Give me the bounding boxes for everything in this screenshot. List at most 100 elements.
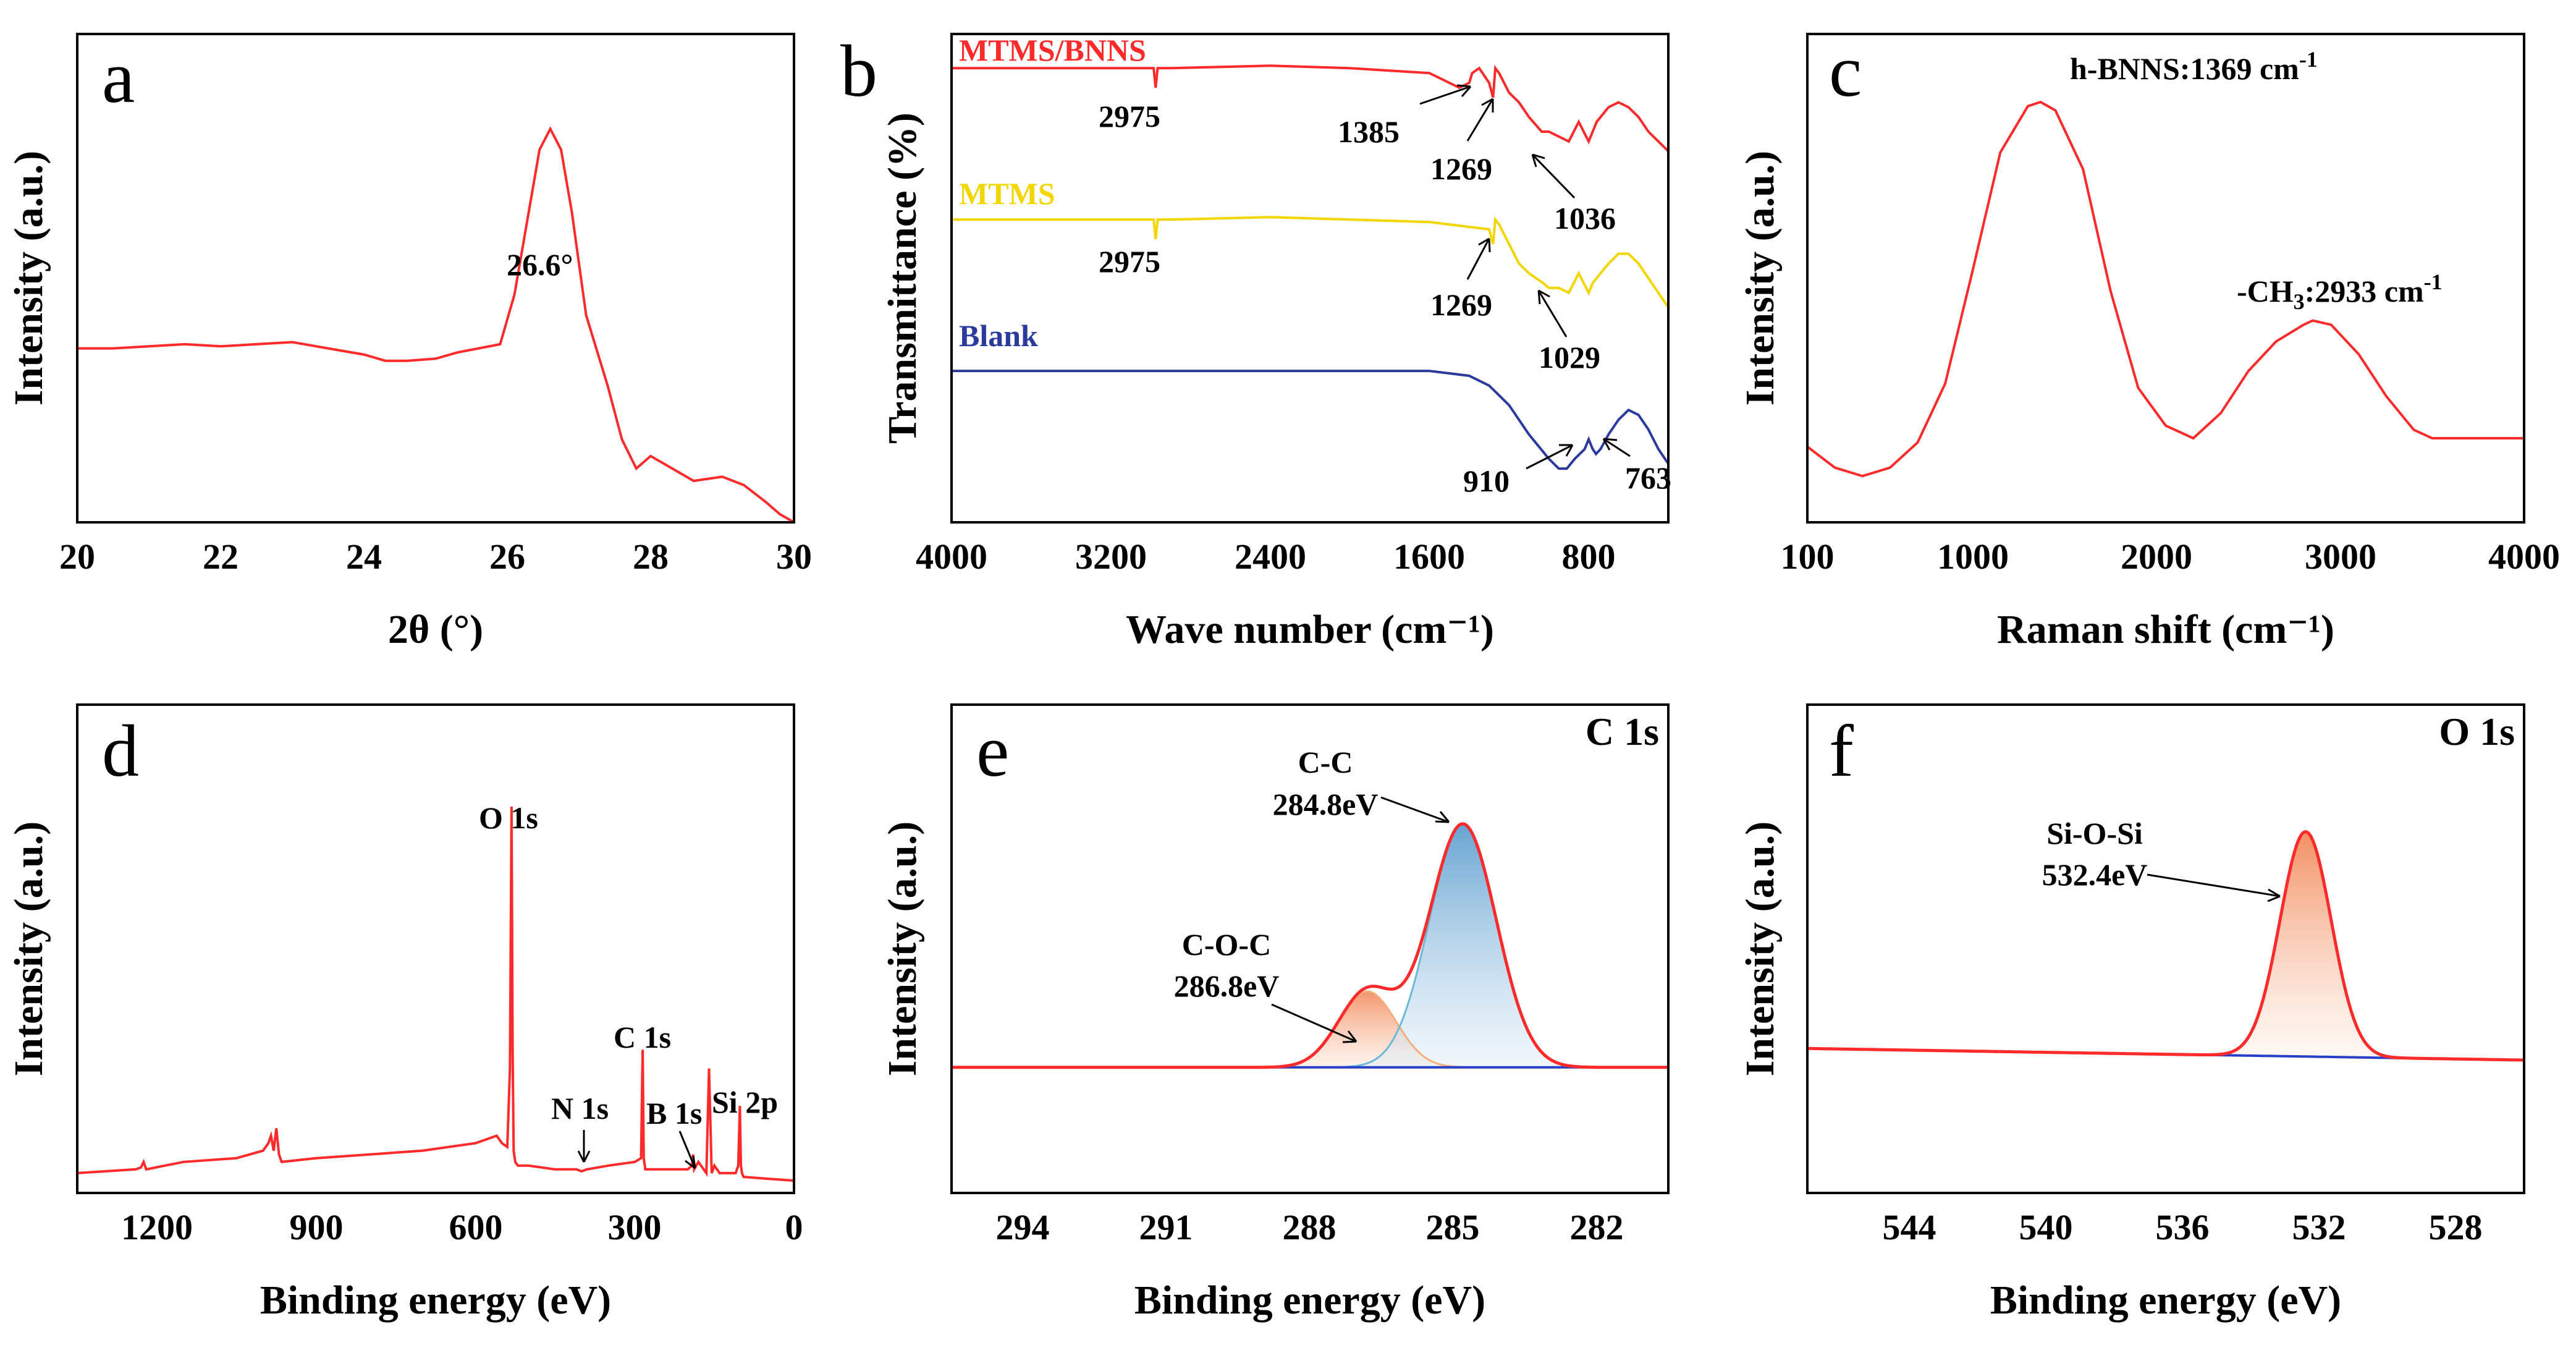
- y-axis-label-d: Intensity (a.u.): [6, 821, 51, 1077]
- peak-component-c-c: [952, 823, 1668, 1069]
- tick-label: 4000: [2488, 537, 2560, 577]
- x-axis-label-e: Binding energy (eV): [1134, 1278, 1485, 1323]
- arrow: [678, 1131, 696, 1169]
- tick-label: 4000: [916, 537, 987, 577]
- tick-label: 536: [2156, 1207, 2210, 1247]
- tick-label: 282: [1570, 1207, 1624, 1247]
- annotation-arrows-f: [2147, 873, 2281, 902]
- arrow: [1419, 84, 1472, 105]
- panel-b: b 4000 3200 2400 1600 800 Wave number (c…: [840, 30, 1671, 652]
- tick-label: 1600: [1393, 537, 1465, 577]
- ann-c-o-c-ev: 286.8eV: [1174, 969, 1280, 1003]
- x-ticks-d: 1200 900 600 300 0: [121, 1207, 803, 1247]
- panel-label-b: b: [840, 30, 877, 112]
- tick-label: 1000: [1937, 537, 2009, 577]
- ann-ch3: -CH3:2933 cm-1: [2237, 269, 2443, 314]
- ann-o1s: O 1s: [479, 800, 538, 835]
- tick-label: 1200: [121, 1207, 193, 1247]
- line-survey: [77, 806, 795, 1182]
- plot-frame-b: [950, 33, 1670, 524]
- panel-label-c: c: [1829, 30, 1862, 112]
- x-ticks-a: 20 22 24 26 28 30: [59, 537, 812, 577]
- legend-blank: Blank: [959, 318, 1038, 353]
- arrow: [1380, 796, 1450, 823]
- panel-c: c 100 1000 2000 3000 4000 Raman shift (c…: [1738, 30, 2560, 652]
- peak-fill-c-c: [1329, 824, 1597, 1067]
- ann-910: 910: [1463, 464, 1510, 498]
- plot-frame-e: [950, 703, 1670, 1194]
- envelope-c1s: [952, 822, 1668, 1069]
- tick-label: 2000: [2121, 537, 2192, 577]
- x-axis-label-f: Binding energy (eV): [1990, 1278, 2341, 1323]
- panel-label-d: d: [102, 710, 139, 792]
- legend-mtms-bnns: MTMS/BNNS: [959, 33, 1146, 67]
- annotation-arrows-d: [577, 1130, 696, 1169]
- line-xrd: [77, 126, 795, 524]
- panel-e: e 294 291 288 285 282 Binding energy (eV…: [880, 703, 1670, 1323]
- series-mtms-bnns: [952, 64, 1670, 153]
- x-axis-label-a: 2θ (°): [388, 607, 483, 652]
- peak-label-26-6: 26.6°: [507, 247, 573, 282]
- tick-label: 285: [1426, 1207, 1480, 1247]
- ann-si2p: Si 2p: [712, 1085, 778, 1119]
- tick-label: 540: [2019, 1207, 2073, 1247]
- x-axis-label-c: Raman shift (cm⁻¹): [1997, 607, 2334, 652]
- series-raman: [1806, 100, 2524, 478]
- x-ticks-e: 294 291 288 285 282: [996, 1207, 1624, 1247]
- legend-mtms: MTMS: [959, 176, 1055, 211]
- annotation-arrows-b: [1419, 84, 1631, 470]
- ann-1385: 1385: [1338, 114, 1400, 149]
- tick-label: 300: [608, 1207, 662, 1247]
- panel-d: d 1200 900 600 300 0 Binding energy (eV)…: [6, 703, 803, 1323]
- tick-label: 20: [59, 537, 95, 577]
- tick-label: 544: [1883, 1207, 1936, 1247]
- tick-label: 24: [346, 537, 382, 577]
- tick-label: 22: [203, 537, 239, 577]
- y-axis-label-f: Intensity (a.u.): [1738, 821, 1783, 1077]
- y-axis-label-b: Transmittance (%): [880, 112, 925, 444]
- ann-n1s: N 1s: [551, 1091, 609, 1126]
- arrow: [1466, 237, 1491, 280]
- ann-h-bnns: h-BNNS:1369 cm-1: [2070, 47, 2318, 86]
- tick-label: 3200: [1075, 537, 1147, 577]
- tick-label: 532: [2292, 1207, 2346, 1247]
- y-axis-label-a: Intensity (a.u.): [6, 151, 51, 406]
- arrow: [1602, 438, 1631, 457]
- arrow: [1537, 289, 1568, 337]
- plot-frame-d: [76, 703, 795, 1194]
- y-axis-label-c: Intensity (a.u.): [1738, 151, 1783, 406]
- ann-c-c-ev: 284.8eV: [1273, 787, 1379, 821]
- tick-label: 100: [1781, 537, 1835, 577]
- tick-label: 288: [1283, 1207, 1337, 1247]
- arrow: [1271, 1003, 1358, 1043]
- tick-label: 291: [1139, 1207, 1193, 1247]
- ann-c1s: C 1s: [614, 1020, 671, 1055]
- tick-label: 900: [290, 1207, 344, 1247]
- plot-frame-a: [76, 33, 795, 524]
- ann-ch3-sup: -1: [2424, 269, 2443, 294]
- ann-2975-b: 2975: [1099, 244, 1160, 279]
- tick-label: 800: [1562, 537, 1616, 577]
- ann-ch3-text: -CH: [2237, 274, 2294, 308]
- tick-label: 600: [449, 1207, 503, 1247]
- ann-b1s: B 1s: [646, 1096, 702, 1131]
- ann-h-bnns-text: h-BNNS:1369 cm: [2070, 51, 2299, 86]
- ann-2975-a: 2975: [1099, 99, 1160, 134]
- series-xrd: [77, 126, 795, 524]
- panel-f: f 544 540 536 532 528 Binding energy (eV…: [1738, 703, 2525, 1323]
- series-survey: [77, 806, 795, 1182]
- arrow: [1526, 444, 1574, 470]
- tick-label: 26: [489, 537, 525, 577]
- ann-c-o-c: C-O-C: [1182, 927, 1271, 962]
- series-mtms: [952, 216, 1670, 308]
- ann-1036: 1036: [1554, 201, 1616, 236]
- ann-1029: 1029: [1539, 340, 1600, 375]
- peak-fill-si-o-si: [2203, 831, 2408, 1058]
- arrow: [577, 1130, 591, 1163]
- line-raman: [1806, 100, 2524, 478]
- plot-frame-c: [1806, 33, 2525, 524]
- panel-a: a 20 22 24 26 28 30 2θ (°) Intensity (a.…: [6, 33, 812, 652]
- line-mtms: [952, 216, 1670, 308]
- ann-ch3-sub: 3: [2294, 289, 2305, 314]
